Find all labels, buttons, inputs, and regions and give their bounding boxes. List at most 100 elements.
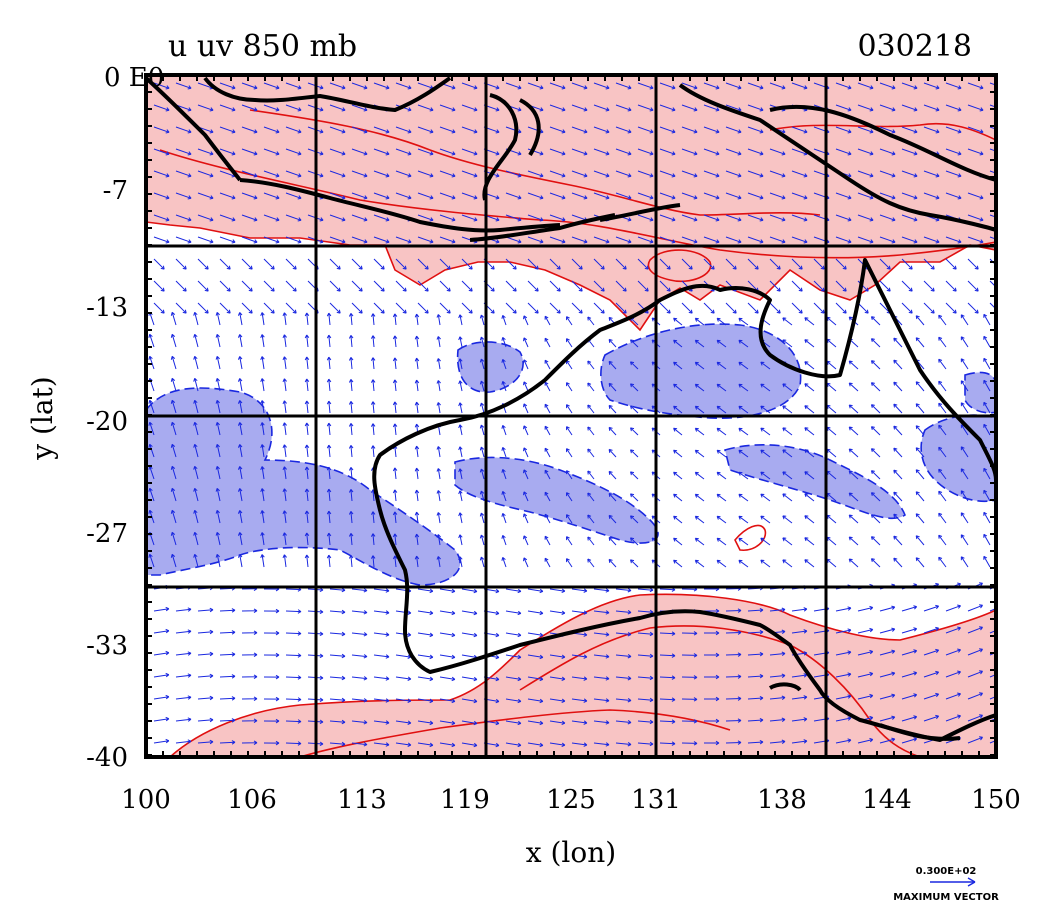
wind-vector [414, 489, 420, 502]
wind-vector [326, 378, 332, 392]
wind-vector [630, 559, 639, 568]
wind-vector [395, 676, 412, 681]
wind-vector [458, 534, 463, 546]
wind-vector [461, 698, 478, 704]
wind-vector [681, 675, 698, 680]
wind-vector [439, 148, 456, 156]
wind-vector [215, 333, 221, 348]
wind-vector [782, 559, 793, 568]
wind-vector [703, 302, 715, 314]
wind-vector [461, 148, 478, 156]
wind-vector [857, 737, 874, 744]
wind-vector [967, 648, 983, 656]
wind-vector [938, 336, 947, 348]
wind-vector [285, 609, 302, 614]
wind-vector [835, 716, 852, 722]
wind-vector [703, 104, 720, 112]
wind-vector [923, 604, 940, 612]
wind-vector [215, 443, 221, 458]
wind-vector [694, 493, 705, 502]
wind-vector [348, 401, 354, 414]
wind-vector [716, 515, 727, 524]
wind-vector [329, 280, 341, 292]
wind-vector [694, 317, 705, 326]
wind-vector [725, 652, 742, 657]
wind-vector [848, 360, 859, 370]
wind-vector [870, 316, 881, 326]
wind-vector [197, 192, 214, 200]
wind-vector [175, 717, 192, 722]
wind-vector [505, 126, 522, 134]
wind-vector [857, 104, 874, 112]
wind-vector [716, 493, 727, 502]
wind-vector [983, 401, 991, 414]
wind-vector [505, 588, 522, 594]
wind-vector [747, 126, 764, 134]
wind-vector [351, 104, 368, 112]
wind-vector [615, 236, 632, 244]
wind-vector [960, 314, 969, 326]
corner-label: 0 E0 [104, 63, 164, 93]
wind-vector [769, 82, 786, 90]
wind-vector [923, 258, 935, 270]
wind-vector [659, 236, 676, 244]
wind-vector [351, 280, 363, 292]
wind-vector [571, 280, 583, 292]
wind-vector [175, 126, 192, 134]
wind-vector [436, 446, 441, 458]
wind-vector [461, 676, 478, 682]
wind-vector [193, 531, 199, 546]
wind-vector [175, 214, 192, 222]
wind-vector [791, 673, 808, 678]
wind-vector [857, 148, 874, 156]
y-tick-label: -33 [86, 631, 128, 661]
wind-vector [989, 236, 996, 240]
wind-vector [417, 632, 434, 638]
wind-vector [703, 148, 720, 156]
wind-vector [870, 448, 881, 458]
wind-vector [148, 355, 155, 370]
wind-vector [608, 426, 617, 436]
wind-vector [260, 488, 265, 502]
wind-vector [835, 126, 852, 134]
wind-vector [826, 448, 837, 458]
wind-vector [241, 236, 258, 244]
wind-vector [571, 148, 588, 156]
wind-vector [263, 280, 275, 292]
wind-vector [901, 280, 913, 292]
wind-vector [373, 654, 390, 659]
wind-vector [523, 469, 529, 480]
wind-vector [304, 510, 310, 524]
wind-vector [923, 302, 935, 314]
wind-vector [153, 126, 170, 134]
wind-vector [923, 670, 940, 678]
plot-title-left: u uv 850 mb [168, 29, 357, 64]
wind-vector [593, 632, 610, 637]
wind-vector [989, 148, 996, 152]
wind-vector [587, 448, 595, 458]
wind-vector [879, 82, 896, 90]
wind-vector [879, 693, 896, 700]
wind-vector [566, 514, 573, 524]
wind-vector [747, 717, 764, 723]
wind-vector [938, 512, 947, 524]
wind-vector [659, 280, 671, 292]
wind-vector [835, 672, 852, 678]
wind-vector [630, 383, 639, 392]
wind-vector [769, 170, 786, 178]
wind-vector [527, 610, 544, 616]
wind-vector [241, 258, 253, 270]
wind-vector [260, 444, 265, 458]
wind-vector [673, 361, 683, 370]
wind-vector [260, 554, 265, 568]
wind-vector [285, 302, 297, 314]
wind-vector [901, 170, 918, 178]
wind-vector [738, 317, 749, 326]
wind-vector [523, 557, 529, 568]
wind-vector [694, 427, 705, 436]
wind-vector [901, 82, 918, 90]
wind-vector [725, 608, 742, 613]
wind-vector [659, 741, 676, 746]
wind-vector [566, 404, 573, 414]
wind-vector [989, 695, 996, 700]
